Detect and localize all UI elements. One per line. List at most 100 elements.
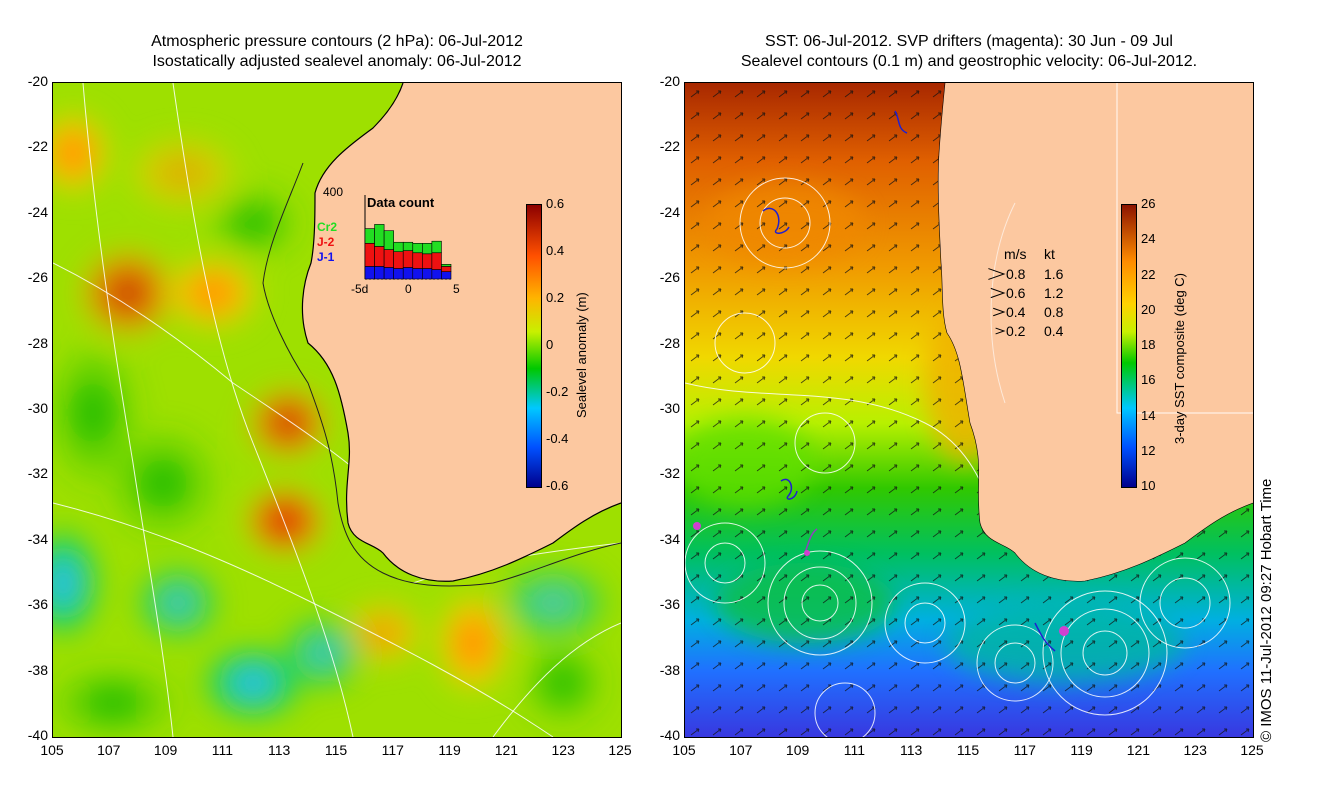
anomaly-colorbar xyxy=(526,204,542,488)
left-y-tick: -22 xyxy=(27,138,48,155)
right-title-line2: Sealevel contours (0.1 m) and geostrophi… xyxy=(740,53,1198,70)
data-count-bar-cr2 xyxy=(441,264,452,267)
state-border xyxy=(1116,83,1253,414)
right-x-tick: 115 xyxy=(956,742,980,758)
sst-colorbar-tick: 26 xyxy=(1141,196,1156,211)
left-y-tick: -28 xyxy=(27,334,48,351)
velocity-legend-kt: 0.8 xyxy=(1044,304,1064,320)
data-count-legend-j-2: J-2 xyxy=(317,235,335,249)
right-y-tick: -26 xyxy=(659,269,680,286)
right-x-tick: 109 xyxy=(785,742,810,758)
sst-colorbar-tick: 24 xyxy=(1141,231,1156,247)
right-x-tick: 113 xyxy=(900,742,923,758)
right-y-tick: -20 xyxy=(659,73,680,89)
australia-landmass xyxy=(938,83,1253,582)
right-title-line1: SST: 06-Jul-2012. SVP drifters (magenta)… xyxy=(765,33,1173,50)
velocity-legend-kt-header: kt xyxy=(1044,246,1055,262)
sst-colorbar-label: 3-day SST composite (deg C) xyxy=(1172,273,1187,444)
anomaly-field xyxy=(53,108,613,737)
right-map xyxy=(684,82,1254,738)
velocity-legend-kt: 1.2 xyxy=(1044,285,1064,301)
right-y-tick: -22 xyxy=(659,138,680,155)
data-count-bar-j-2 xyxy=(422,253,433,269)
velocity-legend-arrow xyxy=(993,307,1006,317)
svp-drifter-tracks xyxy=(693,110,1069,652)
sst-colorbar-tick: 10 xyxy=(1141,478,1156,493)
left-x-tick: 125 xyxy=(608,742,632,758)
anomaly-colorbar-tick: -0.6 xyxy=(546,478,569,493)
data-count-bar-j-2 xyxy=(402,250,414,268)
right-y-tick: -40 xyxy=(659,727,680,743)
right-y-tick: -28 xyxy=(659,334,680,351)
left-y-tick: -30 xyxy=(27,400,48,416)
shelf-break xyxy=(262,162,621,587)
right-y-tick: -36 xyxy=(659,596,680,613)
left-x-tick: 115 xyxy=(324,742,348,758)
sst-colorbar-tick: 22 xyxy=(1141,266,1156,282)
data-count-y-top: 400 xyxy=(323,185,343,199)
right-x-tick: 123 xyxy=(1183,742,1207,758)
data-count-bar-j-1 xyxy=(393,268,404,280)
data-count-title: Data count xyxy=(367,195,435,210)
velocity-legend-arrow xyxy=(990,287,1006,299)
left-y-tick: -32 xyxy=(27,465,48,482)
data-count-bar-cr2 xyxy=(402,241,414,251)
sst-map xyxy=(685,83,1253,737)
velocity-legend-arrow xyxy=(988,268,1006,280)
left-y-tick: -34 xyxy=(27,530,48,547)
right-y-tick: -38 xyxy=(659,661,680,678)
velocity-legend-arrow xyxy=(995,327,1006,335)
sst-colorbar-tick: 18 xyxy=(1141,337,1156,352)
data-count-bar-j-2 xyxy=(383,249,394,268)
right-y-tick: -32 xyxy=(659,465,680,482)
data-count-bar-j-1 xyxy=(402,267,414,280)
data-count-legend-cr2: Cr2 xyxy=(317,220,337,234)
left-y-tick: -36 xyxy=(27,596,48,613)
velocity-legend-ms-header: m/s xyxy=(1004,246,1027,262)
velocity-legend-ms: 0.4 xyxy=(1006,304,1026,320)
right-x-tick: 107 xyxy=(729,742,753,758)
left-y-tick: -40 xyxy=(27,727,48,743)
anomaly-colorbar-tick: -0.4 xyxy=(546,431,569,446)
left-x-tick: 107 xyxy=(97,742,121,758)
left-y-tick: -24 xyxy=(27,203,48,220)
anomaly-colorbar-tick: -0.2 xyxy=(546,384,569,399)
sst-colorbar-tick: 14 xyxy=(1141,407,1156,423)
right-x-tick: 111 xyxy=(843,742,866,758)
data-count-bar-j-2 xyxy=(364,243,375,267)
right-x-tick: 105 xyxy=(672,742,696,758)
left-title-line2: Isostatically adjusted sealevel anomaly:… xyxy=(152,53,522,70)
data-count-bar-j-1 xyxy=(383,267,394,280)
coastline xyxy=(301,83,621,582)
data-count-bar-j-2 xyxy=(412,252,423,269)
data-count-bar-cr2 xyxy=(374,224,385,247)
left-title-line1: Atmospheric pressure contours (2 hPa): 0… xyxy=(151,33,523,50)
data-count-bar-j-1 xyxy=(364,266,375,280)
data-count-bar-cr2 xyxy=(431,240,442,254)
data-count-bar-j-1 xyxy=(441,271,452,280)
data-count-bar-cr2 xyxy=(364,228,375,244)
right-x-tick: 125 xyxy=(1240,742,1264,758)
sst-colorbar-tick: 20 xyxy=(1141,301,1156,317)
left-x-tick: 111 xyxy=(211,742,234,758)
data-count-bar-cr2 xyxy=(422,243,433,255)
sst-colorbar-tick: 16 xyxy=(1141,372,1156,388)
velocity-legend-kt: 0.4 xyxy=(1044,323,1064,339)
anomaly-colorbar-tick: 0.2 xyxy=(546,290,565,305)
anomaly-colorbar-tick: 0.4 xyxy=(546,243,565,258)
left-y-tick: -20 xyxy=(27,73,48,89)
right-x-tick: 121 xyxy=(1126,742,1151,758)
right-y-tick: -24 xyxy=(659,203,680,220)
sst-colorbar xyxy=(1121,204,1137,488)
data-count-x-tick: -5d xyxy=(351,282,368,296)
copyright-notice: © IMOS 11-Jul-2012 09:27 Hobart Time xyxy=(1258,478,1275,742)
data-count-bar-j-1 xyxy=(412,268,423,280)
left-x-tick: 109 xyxy=(153,742,178,758)
coastline xyxy=(937,83,1253,582)
velocity-legend-ms: 0.8 xyxy=(1006,266,1026,282)
data-count-bar-cr2 xyxy=(393,241,404,252)
left-y-tick: -26 xyxy=(27,269,48,286)
left-x-tick: 121 xyxy=(494,742,519,758)
anomaly-colorbar-tick: 0 xyxy=(546,337,554,352)
data-count-bar-cr2 xyxy=(383,230,394,250)
